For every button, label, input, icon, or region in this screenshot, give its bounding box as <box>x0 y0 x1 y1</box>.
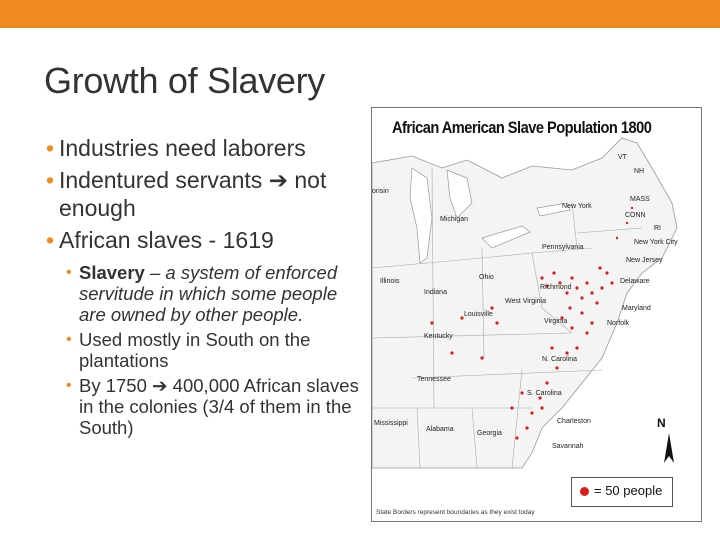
bullet-definition: – a system of enforced servitude in whic… <box>79 262 338 325</box>
north-arrow-icon <box>664 433 674 463</box>
bullet-text: By 1750 <box>79 375 147 396</box>
bullet-dot: • <box>46 167 55 193</box>
slave-population-map: African American Slave Population 1800 V… <box>371 107 702 522</box>
bullet-dot: • <box>66 264 72 281</box>
bullet-level1: • Industries need laborers <box>46 134 366 162</box>
bullet-level2: • Slavery – a system of enforced servitu… <box>66 262 361 325</box>
map-label: New York City <box>634 239 678 246</box>
map-label: Illinois <box>380 278 400 285</box>
bullet-text: Industries need laborers <box>59 135 306 161</box>
map-label: NH <box>634 168 645 175</box>
lake-ontario <box>536 202 571 217</box>
bullet-text-continued: 400,000 African slaves in the colonies (… <box>79 375 359 438</box>
map-label: Indiana <box>424 289 447 296</box>
state-borders <box>372 167 643 469</box>
bullet-level1: • Indentured servants ➔ not enough <box>46 166 366 222</box>
map-label: N. Carolina <box>542 356 578 363</box>
map-label: RI <box>654 225 661 232</box>
population-dots <box>430 206 634 440</box>
map-label: Kentucky <box>424 333 453 340</box>
bullet-level2: • By 1750 ➔ 400,000 African slaves in th… <box>66 375 361 438</box>
map-legend: = 50 people <box>571 477 673 507</box>
arrow-right-icon: ➔ <box>268 167 288 193</box>
bullet-dot: • <box>46 227 55 253</box>
map-label: Norfolk <box>607 320 630 327</box>
map-label: Michigan <box>440 216 469 223</box>
map-label: Richmond <box>540 284 572 291</box>
map-label: Alabama <box>426 426 454 433</box>
map-label: onsin <box>372 188 389 195</box>
bullet-text: Used mostly in South on the plantations <box>79 329 311 371</box>
map-label: Maryland <box>622 305 651 312</box>
map-label: Ohio <box>479 274 494 281</box>
bullet-level2: • Used mostly in South on the plantation… <box>66 329 361 371</box>
bullet-term: Slavery <box>79 262 145 283</box>
map-label: West Virginia <box>505 298 546 305</box>
north-label: N <box>657 416 666 430</box>
bullet-text-continued: not enough <box>59 167 327 221</box>
map-label: Mississippi <box>374 420 408 427</box>
map-label: S. Carolina <box>527 390 562 397</box>
map-drawing <box>372 137 678 469</box>
lake-michigan <box>409 167 433 264</box>
map-label: Tennessee <box>417 376 451 383</box>
legend-dot-icon <box>580 487 589 496</box>
map-label: MASS <box>630 196 650 203</box>
bullet-dot: • <box>46 135 55 161</box>
slide-title: Growth of Slavery <box>44 60 326 101</box>
map-title: African American Slave Population 1800 <box>392 118 652 137</box>
map-label: Pennsylvania <box>542 244 584 251</box>
map-label: VT <box>618 154 627 161</box>
legend-text: = 50 people <box>594 483 663 498</box>
map-label: Louisville <box>464 311 493 318</box>
bullet-text: African slaves - 1619 <box>59 227 274 253</box>
map-label: Delaware <box>620 278 650 285</box>
map-label: Virginia <box>544 318 568 325</box>
bullet-level1: • African slaves - 1619 <box>46 226 366 254</box>
lake-erie <box>481 225 531 249</box>
top-accent-bar <box>0 0 720 28</box>
bullet-dot: • <box>66 331 72 348</box>
map-label: Savannah <box>552 443 584 450</box>
map-label: CONN <box>625 212 646 219</box>
bullet-list: • Industries need laborers • Indentured … <box>46 134 366 438</box>
lake-huron <box>446 169 473 219</box>
land-mass <box>372 137 678 469</box>
bullet-dot: • <box>66 377 72 394</box>
map-footnote: State Borders represent boundaries as th… <box>376 509 535 516</box>
map-label: Charleston <box>557 418 591 425</box>
map-label: New Jersey <box>626 257 663 264</box>
bullet-text: Indentured servants <box>59 167 263 193</box>
map-label: Georgia <box>477 430 502 437</box>
arrow-right-icon: ➔ <box>152 375 168 396</box>
map-label: New York <box>562 203 592 210</box>
